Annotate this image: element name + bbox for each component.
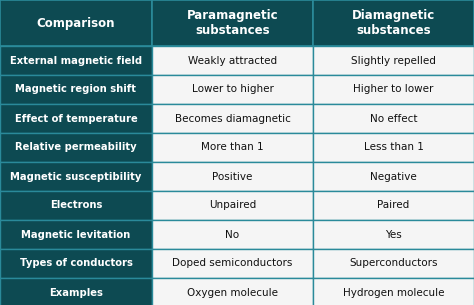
Text: More than 1: More than 1 (201, 142, 264, 152)
Text: Diamagnetic
substances: Diamagnetic substances (352, 9, 435, 37)
Text: No: No (226, 229, 239, 239)
Text: Superconductors: Superconductors (349, 259, 438, 268)
Text: Types of conductors: Types of conductors (19, 259, 132, 268)
Bar (313, 162, 474, 191)
Bar (152, 162, 313, 191)
Text: External magnetic field: External magnetic field (10, 56, 142, 66)
Text: Weakly attracted: Weakly attracted (188, 56, 277, 66)
Bar (0, 133, 152, 162)
Bar (0, 249, 152, 278)
Text: Becomes diamagnetic: Becomes diamagnetic (174, 113, 291, 124)
Bar (0, 162, 152, 191)
Bar (152, 133, 313, 162)
Bar (313, 191, 474, 220)
Text: Oxygen molecule: Oxygen molecule (187, 288, 278, 297)
Text: Paramagnetic
substances: Paramagnetic substances (187, 9, 278, 37)
Bar (313, 133, 474, 162)
Text: Yes: Yes (385, 229, 402, 239)
Text: Positive: Positive (212, 171, 253, 181)
Text: Effect of temperature: Effect of temperature (15, 113, 137, 124)
Text: Less than 1: Less than 1 (364, 142, 423, 152)
Text: Hydrogen molecule: Hydrogen molecule (343, 288, 444, 297)
Bar (152, 46, 313, 75)
Text: Comparison: Comparison (37, 16, 115, 30)
Bar (0, 220, 152, 249)
Text: Relative permeability: Relative permeability (15, 142, 137, 152)
Bar (0, 278, 152, 305)
Text: Doped semiconductors: Doped semiconductors (173, 259, 292, 268)
Text: Negative: Negative (370, 171, 417, 181)
Bar (313, 0, 474, 46)
Text: Magnetic levitation: Magnetic levitation (21, 229, 131, 239)
Text: Magnetic region shift: Magnetic region shift (16, 84, 137, 95)
Bar (152, 278, 313, 305)
Text: Higher to lower: Higher to lower (353, 84, 434, 95)
Text: Lower to higher: Lower to higher (191, 84, 273, 95)
Bar (0, 104, 152, 133)
Bar (313, 278, 474, 305)
Text: No effect: No effect (370, 113, 417, 124)
Bar (152, 191, 313, 220)
Text: Paired: Paired (377, 200, 410, 210)
Bar (0, 191, 152, 220)
Text: Magnetic susceptibility: Magnetic susceptibility (10, 171, 142, 181)
Text: Examples: Examples (49, 288, 103, 297)
Bar (152, 0, 313, 46)
Bar (0, 46, 152, 75)
Bar (313, 75, 474, 104)
Bar (152, 75, 313, 104)
Text: Unpaired: Unpaired (209, 200, 256, 210)
Bar (313, 104, 474, 133)
Bar (313, 46, 474, 75)
Bar (152, 220, 313, 249)
Bar (313, 249, 474, 278)
Text: Slightly repelled: Slightly repelled (351, 56, 436, 66)
Text: Electrons: Electrons (50, 200, 102, 210)
Bar (313, 220, 474, 249)
Bar (0, 75, 152, 104)
Bar (0, 0, 152, 46)
Bar (152, 104, 313, 133)
Bar (152, 249, 313, 278)
